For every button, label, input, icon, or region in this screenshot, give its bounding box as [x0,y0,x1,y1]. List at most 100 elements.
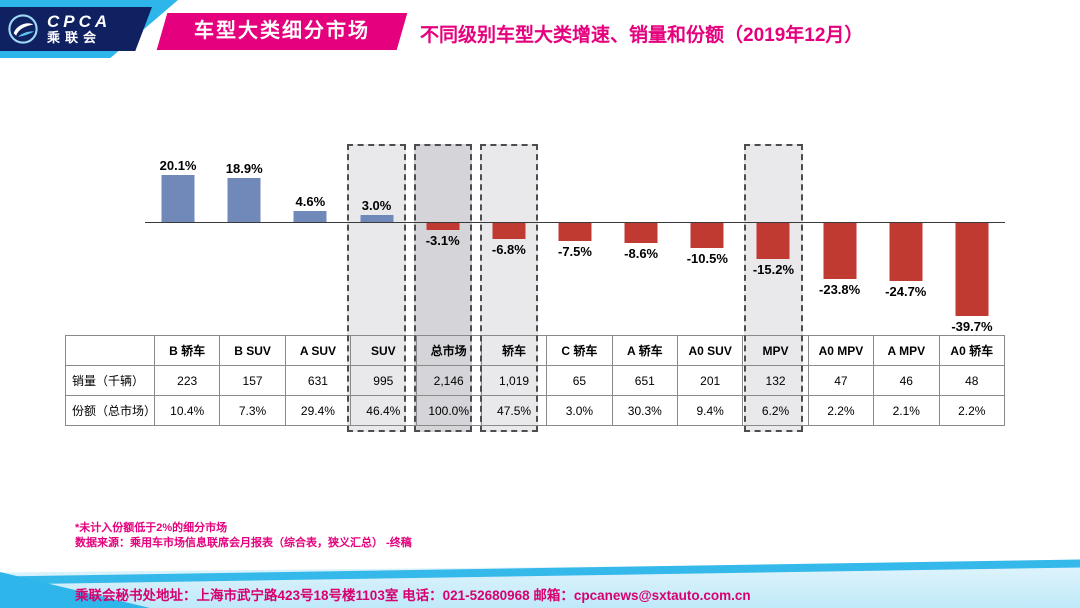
column-header: A SUV [284,335,352,366]
bar-value-label: -7.5% [558,243,592,259]
bar-value-label: -23.8% [819,281,861,297]
bar-B 轿车 [161,174,195,222]
table-cell: 3.0% [546,395,613,426]
table-cell: 651 [611,365,679,396]
table-cell: 2.2% [807,395,875,426]
table-cell: 9.4% [676,395,744,426]
logo-text-sub: 乘联会 [47,30,102,46]
column-header: MPV [742,335,809,366]
bar-SUV [360,214,394,222]
column-header: A0 SUV [676,335,744,366]
table-cell: 47 [807,365,875,396]
chart-and-table-area: 20.1% 18.9% 4.6% 3.0% -3.1% -6.8% -7.5% -8.6% -1… [65,130,1005,432]
bar-A MPV [889,223,923,282]
chart-column-A 轿车: -8.6% [608,130,674,335]
bar-总市场 [426,223,460,231]
table-cell: 6.2% [742,395,809,426]
column-header: B 轿车 [153,335,221,366]
zero-axis-line [145,222,1005,223]
chart-column-A0 轿车: -39.7% [939,130,1005,335]
table-cell: 7.3% [219,395,286,426]
table-cell: 30.3% [611,395,679,426]
table-cell: 631 [284,365,352,396]
bar-A SUV [293,211,327,222]
table-cell: 100.0% [415,395,482,426]
bar-value-label: -24.7% [885,284,927,300]
table-cell: 2.2% [938,395,1005,426]
column-header: A 轿车 [611,335,679,366]
table-cell: 10.4% [153,395,221,426]
footer: 乘联会秘书处地址：上海市武宁路423号18号楼1103室 电话：021-5268… [0,559,1080,608]
chart-column-A0 MPV: -23.8% [807,130,873,335]
cpca-logo-icon [8,14,38,44]
bar-MPV [756,223,790,259]
table-row-categories: B 轿车 B SUV A SUV SUV 总市场 轿车 C 轿车 A 轿车 A0 SUV MPV A… [65,335,1005,366]
bar-value-label: -10.5% [686,250,728,266]
chart-column-C 轿车: -7.5% [542,130,608,335]
table-cell: 29.4% [284,395,352,426]
bar-value-label: -8.6% [624,246,659,262]
chart-column-A MPV: -24.7% [873,130,939,335]
bar-value-label: -6.8% [491,241,526,257]
section-banner: 车型大类细分市场 [156,13,408,50]
chart-column-B 轿车: 20.1% [145,130,211,335]
footnote-exclusion: *未计入份额低于2%的细分市场 [75,522,228,534]
column-header: A0 轿车 [938,335,1005,366]
bar-A0 MPV [823,223,857,279]
bar-value-label: -39.7% [951,319,993,335]
table-cell: 65 [546,365,613,396]
bar-chart: 20.1% 18.9% 4.6% 3.0% -3.1% -6.8% -7.5% -8.6% -1… [65,130,1005,335]
chart-column-MPV: -15.2% [740,130,806,335]
table-row-sales-header: 销量（千辆） [65,365,155,396]
bar-B SUV [227,177,261,222]
chart-column-SUV: 3.0% [343,130,409,335]
column-header: SUV [350,335,417,366]
bar-value-label: 3.0% [361,197,392,213]
table-cell: 46 [873,365,940,396]
bar-value-label: 20.1% [159,157,197,173]
column-header: 总市场 [415,335,482,366]
table-row-sales: 销量（千辆） 223 157 631 995 2,146 1,019 65 651 201 132 4… [65,365,1005,396]
logo-text-cpca: CPCA [47,11,112,31]
chart-column-B SUV: 18.9% [211,130,277,335]
footnote-source: 数据来源：乘用车市场信息联席会月报表（综合表，狭义汇总） -终稿 [75,537,412,549]
table-cell: 2,146 [415,365,482,396]
chart-label-spacer [65,130,145,335]
column-header: C 轿车 [546,335,613,366]
table-cell: 46.4% [350,395,417,426]
table-cell: 132 [742,365,809,396]
column-header: A0 MPV [807,335,875,366]
table-cell: 201 [676,365,744,396]
table-row-share: 份额（总市场） 10.4% 7.3% 29.4% 46.4% 100.0% 47.5% 3.0… [65,395,1005,426]
chart-column-总市场: -3.1% [410,130,476,335]
table-cell: 995 [350,365,417,396]
table-cell: 157 [219,365,286,396]
footer-contact: 乘联会秘书处地址：上海市武宁路423号18号楼1103室 电话：021-5268… [75,588,751,603]
column-header: B SUV [219,335,286,366]
chart-column-A0 SUV: -10.5% [674,130,740,335]
column-header: A MPV [873,335,940,366]
bar-A0 轿车 [955,223,989,317]
bar-C 轿车 [558,223,592,241]
bar-A 轿车 [624,223,658,244]
bar-value-label: -3.1% [425,233,460,249]
page-title: 不同级别车型大类增速、销量和份额（2019年12月） [420,25,864,46]
data-table: B 轿车 B SUV A SUV SUV 总市场 轿车 C 轿车 A 轿车 A0 SUV MPV A… [65,335,1005,426]
chart-column-A SUV: 4.6% [277,130,343,335]
table-cell: 1,019 [480,365,548,396]
logo-text: CPCA 乘联会 [47,11,112,46]
cpca-logo-block: CPCA 乘联会 [0,7,152,51]
table-cell: 47.5% [480,395,548,426]
chart-column-轿车: -6.8% [476,130,542,335]
column-header: 轿车 [480,335,548,366]
bar-A0 SUV [690,223,724,248]
table-cell: 48 [938,365,1005,396]
section-banner-label: 车型大类细分市场 [194,20,370,42]
bar-value-label: -15.2% [752,261,795,277]
table-row-share-header: 份额（总市场） [65,395,155,426]
table-cell: 223 [153,365,221,396]
table-row-categories-header [65,335,155,366]
bar-value-label: 4.6% [295,194,326,210]
table-cell: 2.1% [873,395,940,426]
